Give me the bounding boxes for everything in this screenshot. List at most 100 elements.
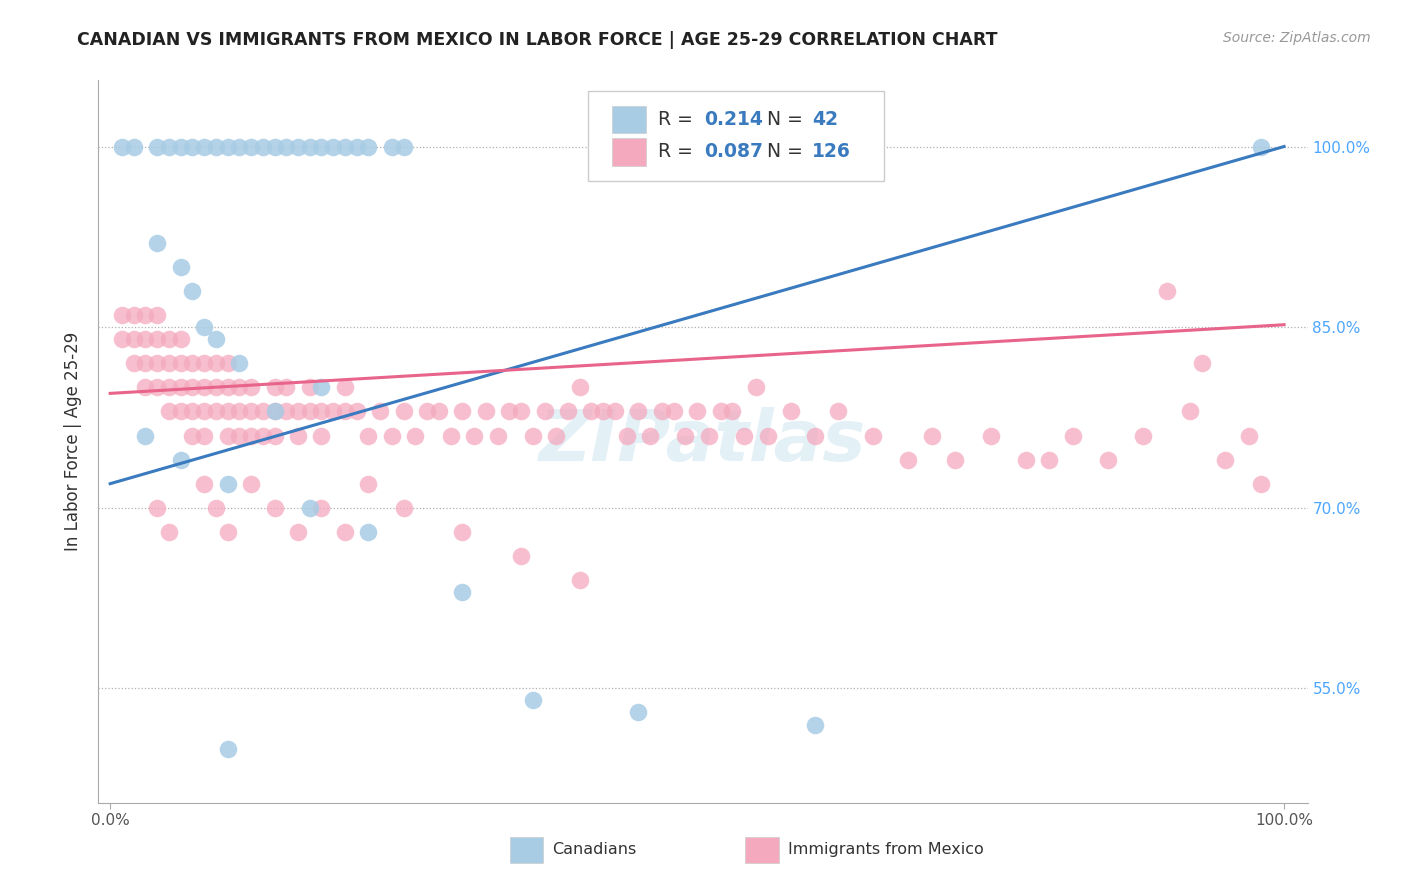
Point xyxy=(638,428,661,442)
Point xyxy=(627,404,650,418)
Point xyxy=(510,404,533,418)
Bar xyxy=(509,837,543,863)
Point xyxy=(381,428,404,442)
Text: Canadians: Canadians xyxy=(551,842,636,857)
Point xyxy=(803,428,825,442)
Point xyxy=(122,139,145,153)
Point xyxy=(157,139,180,153)
Point xyxy=(827,404,849,418)
Point xyxy=(1132,428,1154,442)
Point xyxy=(451,585,474,599)
Point xyxy=(287,524,309,539)
Point xyxy=(392,404,415,418)
Point xyxy=(157,380,180,394)
Point xyxy=(276,404,298,418)
Point xyxy=(263,428,285,442)
Point xyxy=(134,332,156,346)
Text: 42: 42 xyxy=(811,110,838,128)
Point xyxy=(181,139,204,153)
Point xyxy=(111,139,134,153)
Point xyxy=(217,380,239,394)
Bar xyxy=(745,837,779,863)
Point xyxy=(146,235,169,250)
Point xyxy=(381,139,404,153)
Point xyxy=(287,428,309,442)
Point xyxy=(134,428,156,442)
Point xyxy=(721,404,744,418)
Point xyxy=(1191,356,1213,370)
Bar xyxy=(613,105,647,133)
Point xyxy=(311,139,333,153)
Point xyxy=(181,284,204,298)
Point xyxy=(263,500,285,515)
Point xyxy=(240,404,263,418)
Point xyxy=(122,332,145,346)
Point xyxy=(404,428,426,442)
Point xyxy=(193,139,215,153)
Point xyxy=(240,139,263,153)
Point xyxy=(134,356,156,370)
Point xyxy=(169,139,191,153)
Point xyxy=(204,139,226,153)
Point xyxy=(616,428,638,442)
Point xyxy=(557,404,579,418)
Point xyxy=(146,356,169,370)
Point xyxy=(686,404,709,418)
Point xyxy=(673,428,696,442)
Point xyxy=(1180,404,1202,418)
Point xyxy=(862,428,884,442)
Point xyxy=(322,139,344,153)
Point xyxy=(157,356,180,370)
Point xyxy=(228,380,250,394)
Point xyxy=(146,380,169,394)
Point xyxy=(204,500,226,515)
Point xyxy=(169,452,191,467)
Point xyxy=(745,380,768,394)
Point xyxy=(1215,452,1237,467)
Point xyxy=(122,356,145,370)
Point xyxy=(311,404,333,418)
Point xyxy=(204,332,226,346)
Point xyxy=(217,741,239,756)
Bar xyxy=(613,138,647,166)
Point xyxy=(217,139,239,153)
Point xyxy=(333,380,356,394)
Point xyxy=(240,476,263,491)
Point xyxy=(204,356,226,370)
Point xyxy=(322,404,344,418)
Point xyxy=(193,428,215,442)
Point xyxy=(897,452,920,467)
Point xyxy=(298,380,321,394)
Point xyxy=(193,380,215,394)
Point xyxy=(169,332,191,346)
Point xyxy=(662,404,685,418)
Point xyxy=(204,404,226,418)
Point xyxy=(204,380,226,394)
Point xyxy=(346,139,368,153)
Point xyxy=(111,332,134,346)
Point xyxy=(217,428,239,442)
Point xyxy=(157,404,180,418)
Text: CANADIAN VS IMMIGRANTS FROM MEXICO IN LABOR FORCE | AGE 25-29 CORRELATION CHART: CANADIAN VS IMMIGRANTS FROM MEXICO IN LA… xyxy=(77,31,998,49)
Point xyxy=(276,380,298,394)
Point xyxy=(463,428,485,442)
Point xyxy=(1038,452,1060,467)
Point xyxy=(228,428,250,442)
Text: R =: R = xyxy=(658,110,699,128)
Point xyxy=(498,404,520,418)
Point xyxy=(333,404,356,418)
Point xyxy=(357,524,380,539)
Point xyxy=(240,428,263,442)
Point xyxy=(252,404,274,418)
Point xyxy=(263,404,285,418)
Point xyxy=(1237,428,1260,442)
Point xyxy=(427,404,450,418)
Point xyxy=(193,476,215,491)
Point xyxy=(252,428,274,442)
Point xyxy=(581,404,603,418)
Point xyxy=(311,380,333,394)
Point xyxy=(333,524,356,539)
Point xyxy=(240,380,263,394)
Text: ZIPatlas: ZIPatlas xyxy=(540,407,866,476)
Point xyxy=(921,428,943,442)
